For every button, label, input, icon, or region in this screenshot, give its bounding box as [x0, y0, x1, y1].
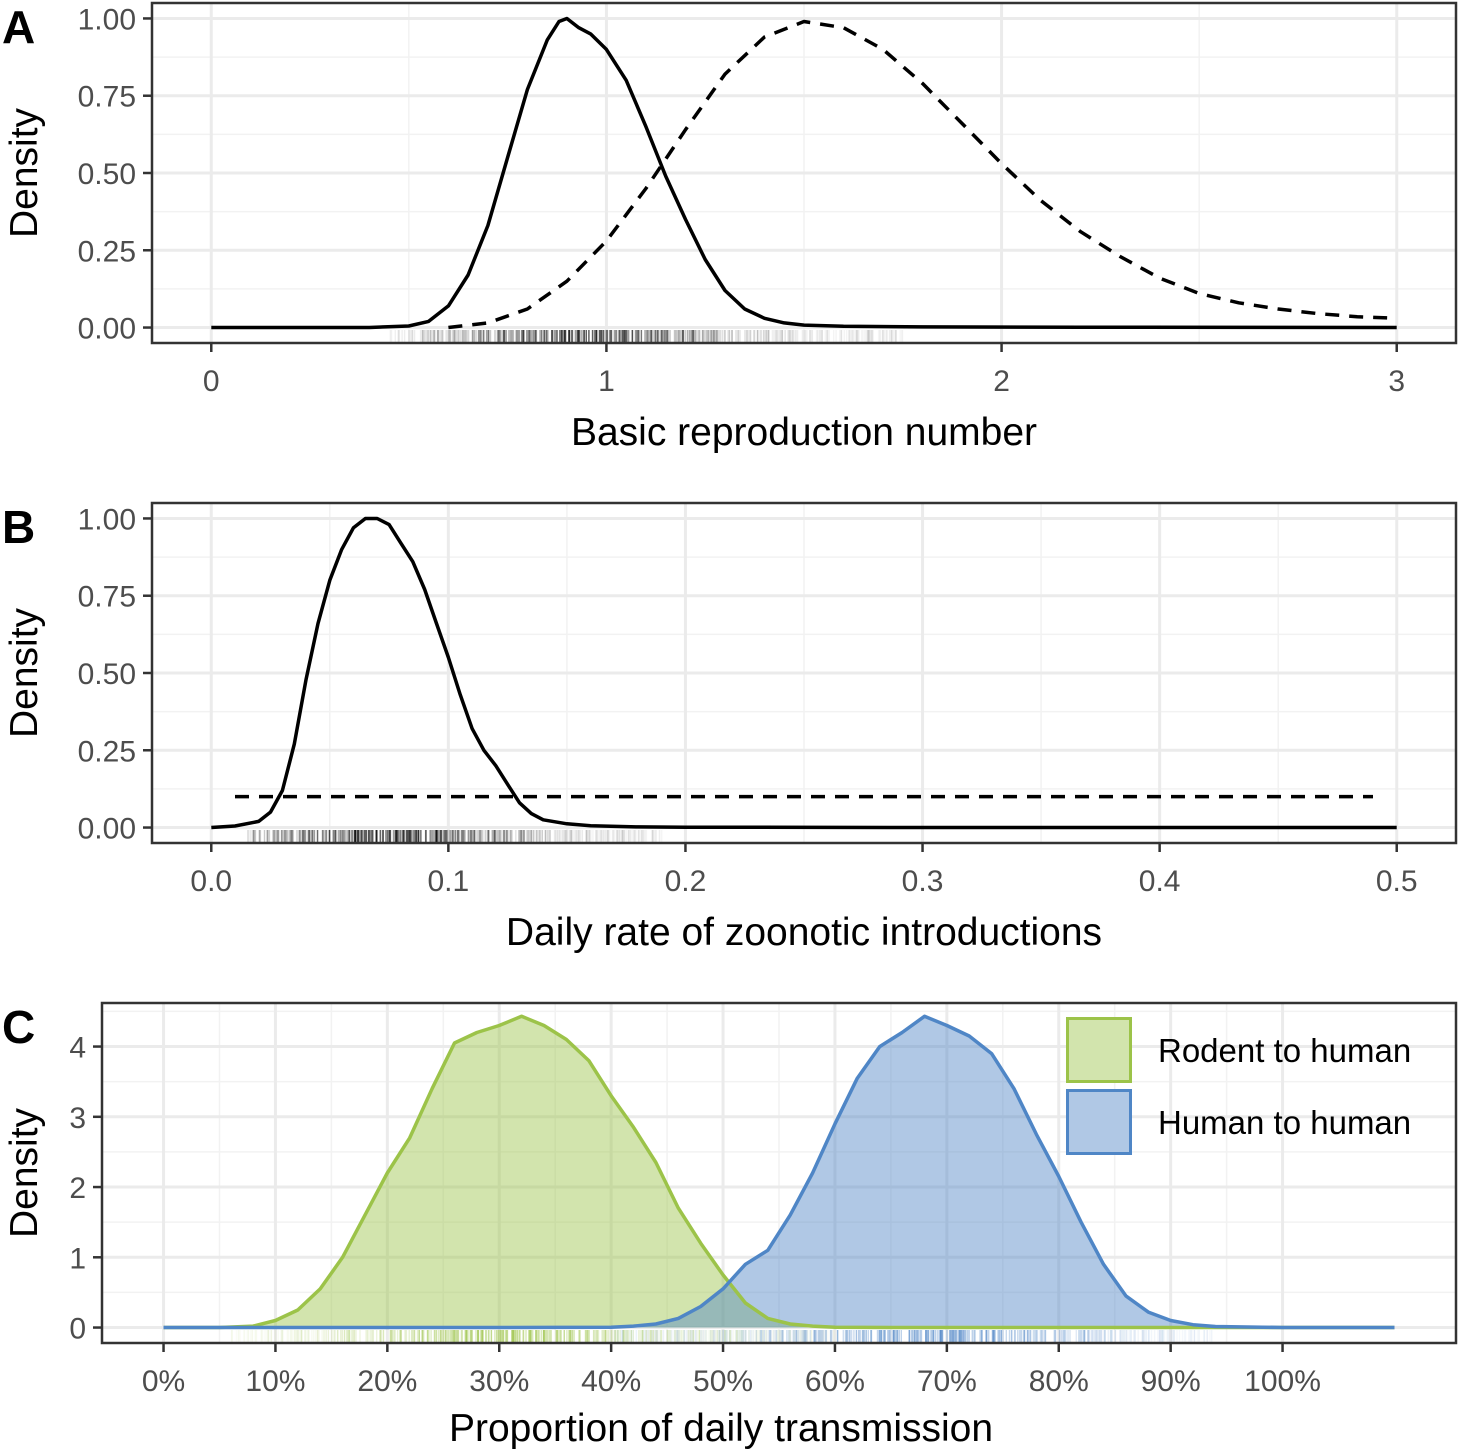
prior-density-line [448, 19, 1397, 330]
x-tick-label: 80% [1029, 1365, 1089, 1398]
x-tick-label: 100% [1244, 1365, 1321, 1398]
panel-tag-a: A [2, 1, 35, 53]
y-tick-label: 0.25 [78, 235, 136, 268]
x-tick-label: 0.5 [1376, 865, 1418, 898]
y-tick-label: 0.00 [78, 313, 136, 346]
series [163, 1014, 1395, 1330]
x-axis-title: Proportion of daily transmission [449, 1407, 993, 1450]
axes: 0% 10% 20% 30% 40% 50% 60% 70% 80% 90% 100% 0 1 2 3 4 Pr… [3, 1032, 1321, 1450]
x-tick-label: 2 [993, 365, 1010, 398]
legend-item-1: Rodent to human [1066, 1017, 1411, 1083]
x-tick-label: 20% [357, 1365, 417, 1398]
panel-tag-b: B [2, 501, 35, 553]
x-tick-label: 0.1 [428, 865, 470, 898]
rug [230, 1330, 1213, 1342]
series [211, 516, 1397, 830]
y-tick-label: 0.25 [78, 735, 136, 768]
legend-label: Human to human [1158, 1104, 1411, 1141]
density-area-1 [163, 1016, 1395, 1328]
grid [152, 3, 1456, 343]
x-tick-label: 30% [469, 1365, 529, 1398]
legend-swatch [1066, 1089, 1132, 1155]
x-tick-label: 0.2 [665, 865, 707, 898]
x-axis-title: Basic reproduction number [571, 411, 1037, 454]
x-tick-label: 0.4 [1139, 865, 1181, 898]
y-tick-label: 0.50 [78, 658, 136, 691]
panel-tag-c: C [2, 1001, 35, 1053]
y-axis-title: Density [3, 107, 46, 238]
legend-key-bg [1066, 1017, 1132, 1083]
x-tick-label: 60% [805, 1365, 865, 1398]
x-tick-label: 10% [245, 1365, 305, 1398]
x-tick-label: 70% [917, 1365, 977, 1398]
rug [389, 330, 904, 342]
x-tick-label: 1 [598, 365, 615, 398]
x-tick-label: 40% [581, 1365, 641, 1398]
panel-b: 0.0 0.1 0.2 0.3 0.4 0.5 0.00 0.25 0.50 0.75 1.00 Da… [3, 501, 1458, 954]
x-tick-label: 0.3 [902, 865, 944, 898]
posterior-density-line [211, 16, 1397, 330]
density-outline-2 [163, 1014, 1395, 1330]
legend-item-2: Human to human [1066, 1089, 1411, 1155]
x-tick-label: 3 [1388, 365, 1405, 398]
y-tick-label: 0.75 [78, 81, 136, 114]
legend-swatch [1066, 1017, 1132, 1083]
legend-key-bg [1066, 1089, 1132, 1155]
legend: Rodent to human Human to human [1066, 1017, 1411, 1155]
density-outline-1 [163, 1014, 1395, 1330]
x-tick-label: 0% [142, 1365, 185, 1398]
y-tick-label: 1.00 [78, 3, 136, 36]
density-area-2 [163, 1016, 1395, 1328]
axes: 0 1 2 3 0.00 0.25 0.50 0.75 1.00 Basic reproducti… [3, 3, 1405, 454]
axes: 0.0 0.1 0.2 0.3 0.4 0.5 0.00 0.25 0.50 0.75 1.00 Da… [3, 503, 1418, 954]
panel-c: 0% 10% 20% 30% 40% 50% 60% 70% 80% 90% 100% 0 1 2 3 4 Pr… [3, 1001, 1458, 1450]
rug [246, 830, 663, 842]
x-axis-title: Daily rate of zoonotic introductions [506, 911, 1102, 954]
y-tick-label: 1 [69, 1242, 86, 1275]
y-tick-label: 0.75 [78, 581, 136, 614]
y-tick-label: 0 [69, 1313, 86, 1346]
y-axis-title: Density [3, 1107, 46, 1238]
y-tick-label: 4 [69, 1032, 86, 1065]
x-tick-label: 50% [693, 1365, 753, 1398]
y-tick-label: 2 [69, 1172, 86, 1205]
x-tick-label: 0.0 [190, 865, 232, 898]
x-tick-label: 0 [203, 365, 220, 398]
grid [102, 1003, 1456, 1343]
panel-a: 0 1 2 3 0.00 0.25 0.50 0.75 1.00 Basic reproducti… [3, 1, 1458, 454]
grid [152, 503, 1456, 843]
y-tick-label: 0.00 [78, 813, 136, 846]
y-tick-label: 3 [69, 1102, 86, 1135]
posterior-density-line [211, 516, 1397, 830]
y-tick-label: 0.50 [78, 158, 136, 191]
x-tick-label: 90% [1141, 1365, 1201, 1398]
y-tick-label: 1.00 [78, 503, 136, 536]
y-axis-title: Density [3, 607, 46, 738]
panel-border [100, 1001, 1458, 1345]
legend-label: Rodent to human [1158, 1032, 1411, 1069]
series [211, 16, 1397, 330]
